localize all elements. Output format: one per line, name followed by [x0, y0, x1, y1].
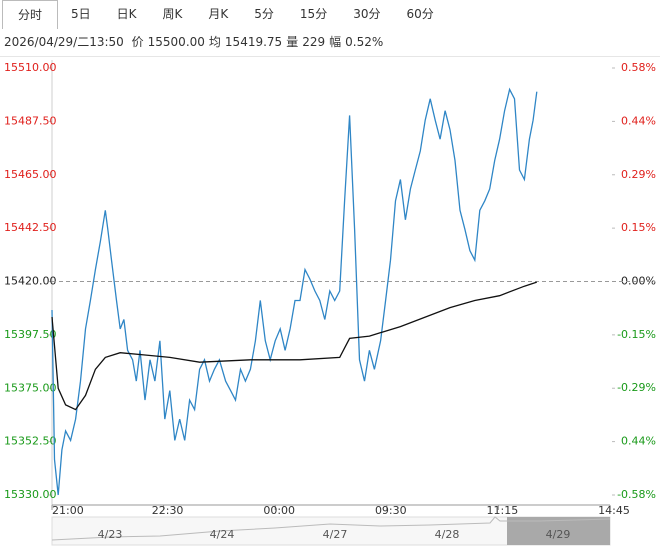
period-tab[interactable]: 5分 [254, 7, 274, 21]
x-tick-label: 11:15 [487, 504, 519, 517]
period-tab[interactable]: 30分 [353, 7, 381, 21]
period-tab[interactable]: 周K [162, 7, 183, 21]
y-tick-label: 15420.00 [4, 275, 57, 288]
price-line [51, 281, 538, 411]
y-tick-label: 15330.00 [4, 488, 57, 501]
y2-tick-label: 0.58% [621, 61, 656, 74]
period-tabs: 分时 5日 日K 周K 月K 5分 15分 30分 60分 [0, 0, 660, 29]
x-tick-label: 00:00 [263, 504, 295, 517]
period-tab[interactable]: 5日 [71, 7, 91, 21]
y2-tick-label: -0.29% [617, 381, 656, 394]
y2-tick-label: 0.44% [621, 114, 656, 127]
navigator-selection [507, 517, 610, 545]
y-tick-label: 15465.00 [4, 168, 57, 181]
x-tick-label: 14:45 [598, 504, 630, 517]
y2-tick-label: -0.15% [617, 328, 656, 341]
y-tick-label: 15510.00 [4, 61, 57, 74]
navigator-date: 4/28 [435, 528, 460, 541]
navigator-date: 4/27 [323, 528, 348, 541]
y2-tick-label: 0.44% [621, 435, 656, 448]
x-tick-label: 22:30 [152, 504, 184, 517]
quote-field-label: 均 [208, 35, 221, 49]
quote-field-label: 量 [286, 35, 299, 49]
y2-tick-label: 0.15% [621, 221, 656, 234]
y-tick-label: 15442.50 [4, 221, 57, 234]
quote-field-value: 15500.00 [147, 35, 205, 49]
y2-tick-label: -0.58% [617, 488, 656, 501]
navigator-line [51, 516, 611, 541]
y2-tick-label: 0.29% [621, 168, 656, 181]
x-tick-label: 21:00 [52, 504, 84, 517]
period-tab[interactable]: 分时 [2, 0, 59, 29]
quote-field-label: 幅 [329, 35, 342, 49]
navigator-date: 4/29 [546, 528, 571, 541]
quote-info: 2026/04/29/二13:50 价 15500.00 均 15419.75 量 229… [4, 33, 387, 50]
quote-field-value: 229 [302, 35, 326, 49]
navigator-date: 4/24 [210, 528, 235, 541]
y-tick-label: 15352.50 [4, 435, 57, 448]
x-tick-label: 09:30 [375, 504, 407, 517]
separator [0, 56, 660, 57]
y-tick-label: 15375.00 [4, 381, 57, 394]
price-line [51, 87, 538, 496]
period-tab[interactable]: 60分 [406, 7, 434, 21]
quote-time: 2026/04/29/二13:50 [4, 35, 124, 49]
y-tick-label: 15487.50 [4, 114, 57, 127]
period-tab[interactable]: 日K [116, 7, 137, 21]
quote-field-value: 15419.75 [224, 35, 283, 49]
period-tab[interactable]: 15分 [299, 7, 328, 21]
navigator-date: 4/23 [98, 528, 123, 541]
y2-tick-label: 0.00% [621, 275, 656, 288]
quote-field-label: 价 [131, 35, 144, 49]
period-tab[interactable]: 月K [208, 7, 229, 21]
y-tick-label: 15397.50 [4, 328, 57, 341]
quote-field-value: 0.52% [345, 35, 384, 49]
